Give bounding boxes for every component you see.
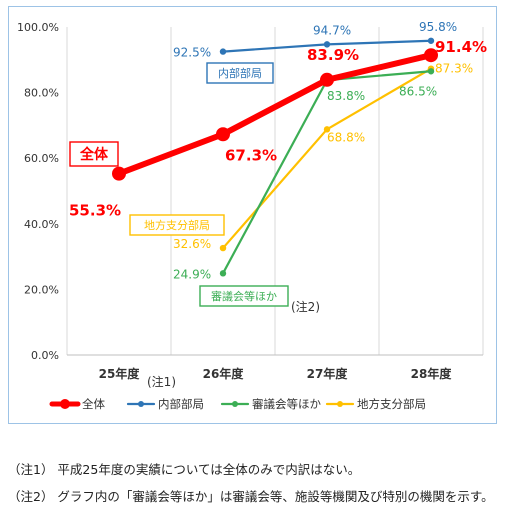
- annotation-regional-box: [129, 214, 225, 236]
- x-tick-label: 25年度: [99, 366, 141, 381]
- legend-swatch-marker: [60, 399, 70, 409]
- data-point: [219, 48, 227, 55]
- line-chart: 0.0% 20.0% 40.0% 60.0% 80.0% 100.0% 25年度 26年度 27…: [17, 20, 487, 411]
- data-point: [427, 68, 435, 75]
- data-point: [320, 72, 334, 87]
- annotation-internal-box: [206, 62, 274, 84]
- legend-swatch-marker: [232, 401, 238, 407]
- footnote-1: （注1） 平成25年度の実績については全体のみで内訳はない。: [8, 462, 361, 477]
- y-tick-label: 60.0%: [24, 152, 59, 165]
- data-label: 32.6%: [173, 237, 211, 251]
- annotation-regional: 地方支分部局: [144, 218, 210, 232]
- annotation-council: 審議会等ほか: [211, 289, 277, 303]
- annotation-council-box: [199, 285, 289, 307]
- annotation-total-box: [69, 141, 119, 167]
- data-label: 24.9%: [173, 267, 211, 281]
- data-label: 55.3%: [69, 202, 121, 220]
- data-label: 92.5%: [173, 46, 211, 60]
- x-tick-label: 26年度: [203, 366, 245, 381]
- data-label: 91.4%: [435, 38, 487, 56]
- data-point: [216, 127, 230, 142]
- data-point: [219, 244, 227, 252]
- data-label: 86.5%: [399, 84, 437, 98]
- x-tick-label: 28年度: [411, 366, 453, 381]
- legend-swatch-marker: [138, 401, 144, 407]
- series-line: [116, 52, 434, 177]
- legend-label: 内部部局: [158, 397, 204, 411]
- y-tick-label: 80.0%: [24, 87, 59, 100]
- data-label: 94.7%: [313, 23, 351, 37]
- data-label: 67.3%: [225, 146, 277, 164]
- y-tick-label: 100.0%: [17, 21, 59, 34]
- annotation-total: 全体: [79, 146, 109, 163]
- footnote-2: （注2） グラフ内の「審議会等ほか」は審議会等、施設等機関及び特別の機関を示す。: [8, 489, 494, 504]
- y-tick-label: 40.0%: [24, 218, 59, 231]
- data-point: [424, 48, 438, 63]
- y-tick-label: 20.0%: [24, 283, 59, 296]
- annotation-note-2: (注2): [291, 299, 320, 314]
- data-point: [323, 126, 331, 133]
- legend-label: 全体: [82, 397, 105, 411]
- data-label: 83.8%: [327, 89, 365, 103]
- x-tick-label: 27年度: [307, 366, 349, 381]
- legend-label: 審議会等ほか: [252, 397, 321, 411]
- data-point: [219, 270, 227, 277]
- legend-swatch-marker: [337, 401, 343, 407]
- data-label: 83.9%: [307, 46, 359, 64]
- data-label: 95.8%: [419, 20, 457, 34]
- legend-label: 地方支分部局: [357, 397, 426, 411]
- data-point: [427, 37, 435, 44]
- data-point: [323, 41, 331, 48]
- y-tick-label: 0.0%: [31, 349, 59, 362]
- x-tick-note: (注1): [147, 374, 176, 389]
- annotation-internal: 内部部局: [218, 66, 262, 80]
- data-point: [112, 166, 126, 181]
- data-label: 87.3%: [435, 62, 473, 76]
- data-label: 68.8%: [327, 130, 365, 144]
